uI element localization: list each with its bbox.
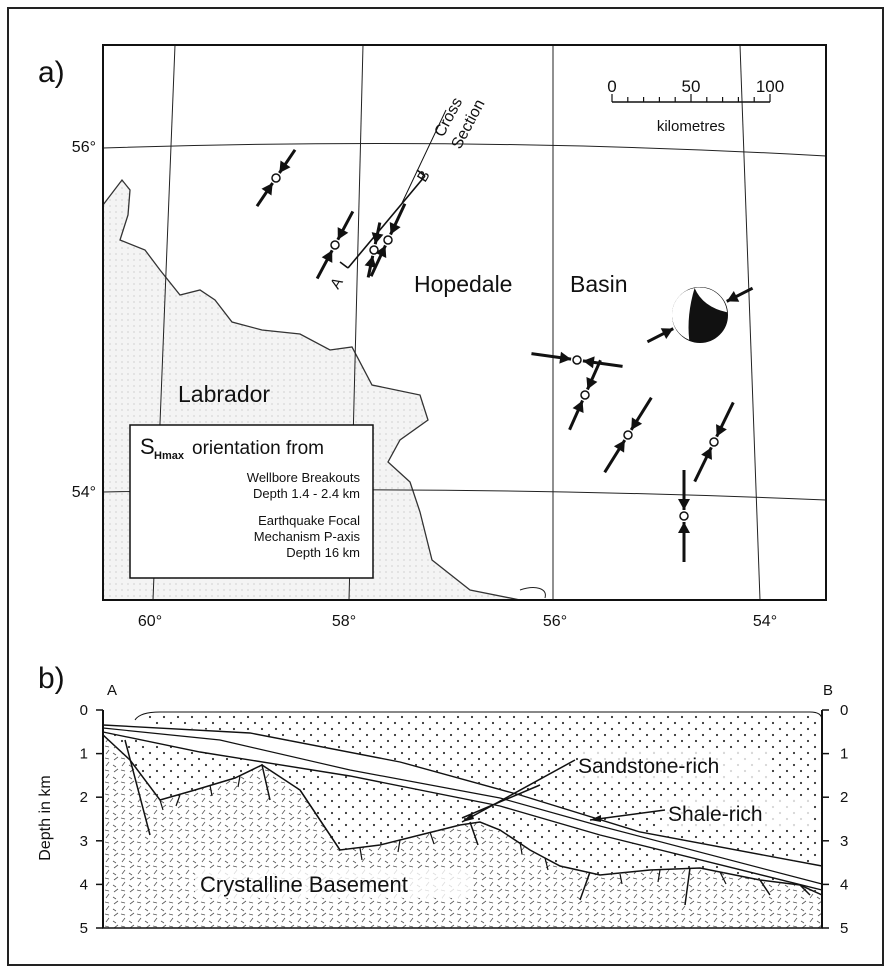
well <box>330 240 340 250</box>
lat-label: 56° <box>72 139 96 156</box>
lon-label: 58° <box>332 613 356 630</box>
depth-tick-label: 0 <box>840 702 848 719</box>
depth-tick-label: 2 <box>80 789 88 806</box>
unit-label: Crystalline Basement <box>200 872 408 897</box>
section-end: A <box>107 682 117 699</box>
arrow-head <box>261 182 273 196</box>
arrow-head <box>678 522 690 533</box>
arrow-head <box>660 328 674 339</box>
scale-unit: kilometres <box>657 118 725 135</box>
depth-tick-label: 3 <box>840 833 848 850</box>
depth-tick-label: 5 <box>80 920 88 937</box>
arrow-head <box>613 440 625 453</box>
unit-label: Shale-rich <box>668 803 763 826</box>
arrow-head <box>631 417 643 430</box>
arrow-head <box>364 255 377 268</box>
depth-tick-label: 5 <box>840 920 848 937</box>
well <box>709 437 719 447</box>
arrow-head <box>586 377 598 390</box>
legend: S Hmax orientation from Wellbore Breakou… <box>129 424 374 579</box>
arrow-head <box>279 160 291 174</box>
lat-label: 54° <box>72 484 96 501</box>
well <box>383 235 393 245</box>
axis-title: Depth in km <box>37 775 54 860</box>
depth-tick-label: 1 <box>840 746 848 763</box>
scale-tick-label: 50 <box>682 77 701 96</box>
legend-text: Depth 1.4 - 2.4 km <box>253 486 360 501</box>
scale-bar: 0 50 100 kilometres <box>607 77 784 135</box>
legend-title: Hmax <box>154 450 185 462</box>
focal-mechanism <box>671 288 695 340</box>
arrow-head <box>559 351 572 364</box>
well <box>623 430 633 440</box>
lon-label: 60° <box>138 613 162 630</box>
arrow-head <box>375 245 387 258</box>
lon-label: 56° <box>543 613 567 630</box>
arrow-head <box>582 356 595 369</box>
legend-title: S <box>140 434 155 459</box>
panel-label: b) <box>38 662 65 695</box>
arrow-head <box>572 400 584 413</box>
legend-text: Earthquake Focal <box>258 513 360 528</box>
section-end: B <box>823 682 833 699</box>
well <box>679 511 689 521</box>
depth-tick-label: 3 <box>80 833 88 850</box>
arrow-head <box>726 291 740 302</box>
scale-tick-label: 100 <box>756 77 784 96</box>
well <box>580 390 590 400</box>
graticule <box>102 143 827 157</box>
section-line <box>339 109 447 269</box>
place-label: Labrador <box>178 381 270 407</box>
well <box>369 245 379 255</box>
depth-tick-label: 4 <box>840 876 848 893</box>
arrow-head <box>701 447 712 460</box>
depth-tick-label: 2 <box>840 789 848 806</box>
arrow-head <box>337 227 349 240</box>
depth-tick-label: 4 <box>80 876 88 893</box>
depth-tick-label: 0 <box>80 702 88 719</box>
well <box>271 173 281 183</box>
arrow-head <box>389 222 401 235</box>
arrow-head <box>716 424 727 437</box>
arrow-head <box>371 232 384 245</box>
place-label: Basin <box>570 271 628 297</box>
place-label: Hopedale <box>414 271 512 297</box>
focal-mechanism <box>694 287 727 313</box>
arrow-head <box>321 250 333 263</box>
scale-tick-label: 0 <box>607 77 616 96</box>
unit-label: Sandstone-rich <box>578 755 719 778</box>
well <box>572 355 582 365</box>
legend-text: Depth 16 km <box>286 545 360 560</box>
legend-text: Wellbore Breakouts <box>247 470 361 485</box>
legend-text: Mechanism P-axis <box>254 529 361 544</box>
legend-title: orientation from <box>192 438 324 459</box>
depth-tick-label: 1 <box>80 746 88 763</box>
lon-label: 54° <box>753 613 777 630</box>
panel-label: a) <box>38 56 65 89</box>
arrow-head <box>678 499 690 510</box>
